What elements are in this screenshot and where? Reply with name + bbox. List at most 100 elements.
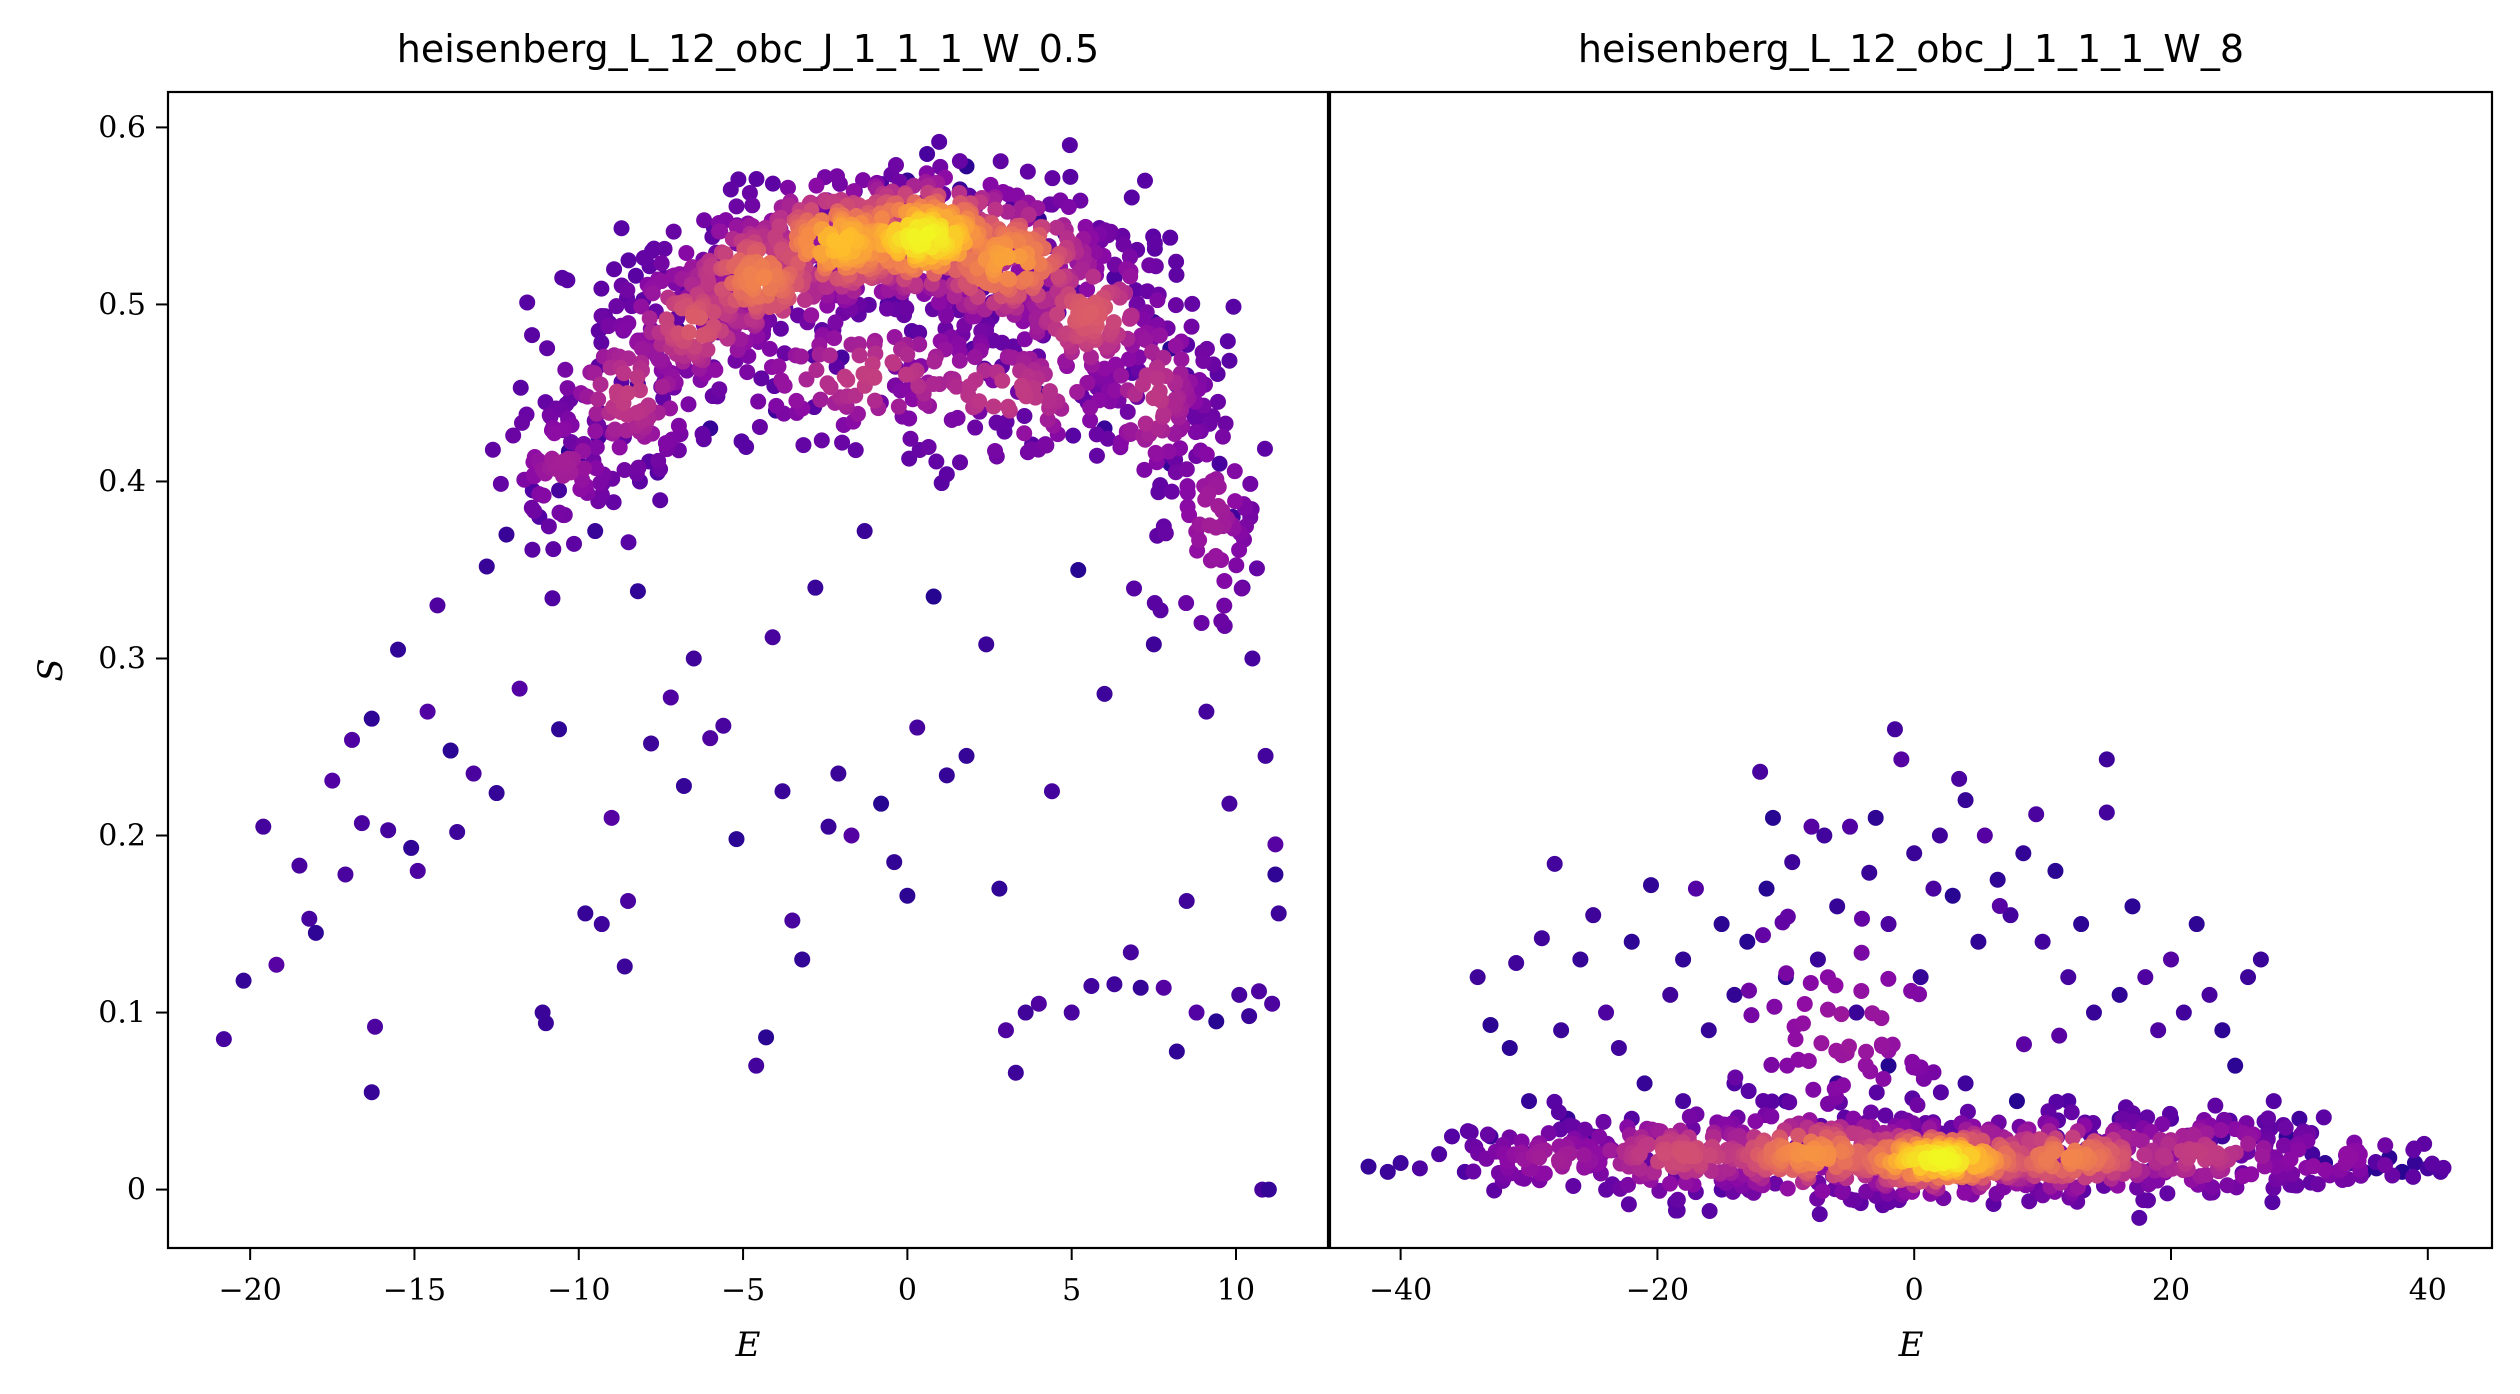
scatter-point bbox=[390, 641, 407, 658]
scatter-point bbox=[2163, 951, 2180, 968]
scatter-point bbox=[987, 201, 1004, 218]
scatter-point bbox=[1533, 930, 1550, 947]
scatter-point bbox=[1146, 389, 1163, 406]
scatter-point bbox=[409, 862, 426, 879]
scatter-point bbox=[1816, 827, 1833, 844]
left-plot-frame bbox=[166, 90, 1330, 1250]
scatter-point bbox=[919, 145, 936, 162]
scatter-point bbox=[1540, 1125, 1557, 1142]
x-tick-label: 0 bbox=[1905, 1273, 1924, 1308]
scatter-point bbox=[1811, 1206, 1828, 1223]
scatter-point bbox=[1016, 425, 1033, 442]
scatter-point bbox=[1270, 905, 1287, 922]
scatter-point bbox=[2150, 1022, 2167, 1039]
scatter-point bbox=[2008, 1093, 2025, 1110]
scatter-point bbox=[552, 454, 569, 471]
scatter-point bbox=[1210, 498, 1227, 515]
scatter-point bbox=[653, 255, 670, 272]
scatter-point bbox=[988, 414, 1005, 431]
right-scatter-panel: heisenberg_L_12_obc_J_1_1_1_W_8 −40 −20 0 2… bbox=[1328, 27, 2494, 1365]
scatter-point bbox=[1976, 827, 1993, 844]
scatter-point bbox=[2063, 1104, 2080, 1121]
scatter-point bbox=[1207, 547, 1224, 564]
scatter-point bbox=[1201, 517, 1218, 534]
scatter-point bbox=[1168, 1043, 1185, 1060]
right-x-ticks: −40 −20 0 20 40 bbox=[1369, 1248, 2447, 1308]
scatter-point bbox=[1178, 893, 1195, 910]
scatter-point bbox=[1743, 1007, 1760, 1024]
scatter-point bbox=[662, 400, 679, 417]
scatter-point bbox=[2060, 969, 2077, 986]
scatter-point bbox=[807, 579, 824, 596]
scatter-point bbox=[2304, 1146, 2321, 1163]
scatter-point bbox=[1469, 969, 1486, 986]
scatter-point bbox=[616, 958, 633, 975]
scatter-point bbox=[551, 721, 568, 738]
right-panel-title: heisenberg_L_12_obc_J_1_1_1_W_8 bbox=[1578, 27, 2244, 71]
scatter-point bbox=[592, 475, 609, 492]
scatter-point bbox=[1216, 597, 1233, 614]
scatter-point bbox=[1903, 982, 1920, 999]
scatter-point bbox=[540, 518, 557, 535]
scatter-point bbox=[732, 331, 749, 348]
scatter-point bbox=[925, 376, 942, 393]
scatter-point bbox=[1151, 327, 1168, 344]
scatter-point bbox=[551, 482, 568, 499]
scatter-point bbox=[1083, 304, 1100, 321]
scatter-point bbox=[1796, 995, 1813, 1012]
scatter-point bbox=[803, 307, 820, 324]
scatter-point bbox=[866, 368, 883, 385]
scatter-point bbox=[2111, 986, 2128, 1003]
scatter-point bbox=[524, 541, 541, 558]
left-x-axis-label: E bbox=[735, 1325, 761, 1365]
scatter-point bbox=[1585, 907, 1602, 924]
scatter-point bbox=[1168, 253, 1185, 270]
scatter-point bbox=[985, 398, 1002, 415]
scatter-point bbox=[1267, 866, 1284, 883]
scatter-point bbox=[991, 880, 1008, 897]
scatter-point bbox=[1183, 318, 1200, 335]
scatter-point bbox=[1214, 428, 1231, 445]
scatter-point bbox=[1727, 1069, 1744, 1086]
scatter-point bbox=[1875, 1070, 1892, 1087]
scatter-point bbox=[1784, 854, 1801, 871]
scatter-point bbox=[1231, 541, 1248, 558]
scatter-point bbox=[1173, 351, 1190, 368]
scatter-point bbox=[1827, 977, 1844, 994]
scatter-point bbox=[344, 731, 361, 748]
scatter-point bbox=[1858, 1043, 1875, 1060]
scatter-point bbox=[535, 487, 552, 504]
scatter-point bbox=[1167, 337, 1184, 354]
scatter-point bbox=[367, 1018, 384, 1035]
scatter-point bbox=[324, 772, 341, 789]
scatter-point bbox=[699, 341, 716, 358]
scatter-point bbox=[931, 133, 948, 150]
scatter-point bbox=[545, 541, 562, 558]
scatter-point bbox=[812, 391, 829, 408]
scatter-point bbox=[1809, 951, 1826, 968]
scatter-point bbox=[1482, 1016, 1499, 1033]
scatter-point bbox=[498, 526, 515, 543]
scatter-point bbox=[930, 294, 947, 311]
scatter-point bbox=[1019, 163, 1036, 180]
scatter-point bbox=[925, 588, 942, 605]
scatter-point bbox=[620, 893, 637, 910]
scatter-point bbox=[886, 854, 903, 871]
scatter-point bbox=[680, 324, 697, 341]
scatter-point bbox=[1933, 1149, 1950, 1166]
scatter-point bbox=[1082, 412, 1099, 429]
scatter-point bbox=[938, 466, 955, 483]
scatter-point bbox=[2309, 1176, 2326, 1193]
scatter-point bbox=[1853, 910, 1870, 927]
scatter-point bbox=[603, 809, 620, 826]
scatter-point bbox=[982, 176, 999, 193]
scatter-point bbox=[1198, 703, 1215, 720]
scatter-point bbox=[761, 340, 778, 357]
scatter-point bbox=[1508, 954, 1525, 971]
scatter-point bbox=[1152, 602, 1169, 619]
scatter-point bbox=[1106, 976, 1123, 993]
scatter-point bbox=[1443, 1128, 1460, 1145]
scatter-point bbox=[587, 460, 604, 477]
scatter-point bbox=[1044, 170, 1061, 187]
scatter-point bbox=[512, 379, 529, 396]
